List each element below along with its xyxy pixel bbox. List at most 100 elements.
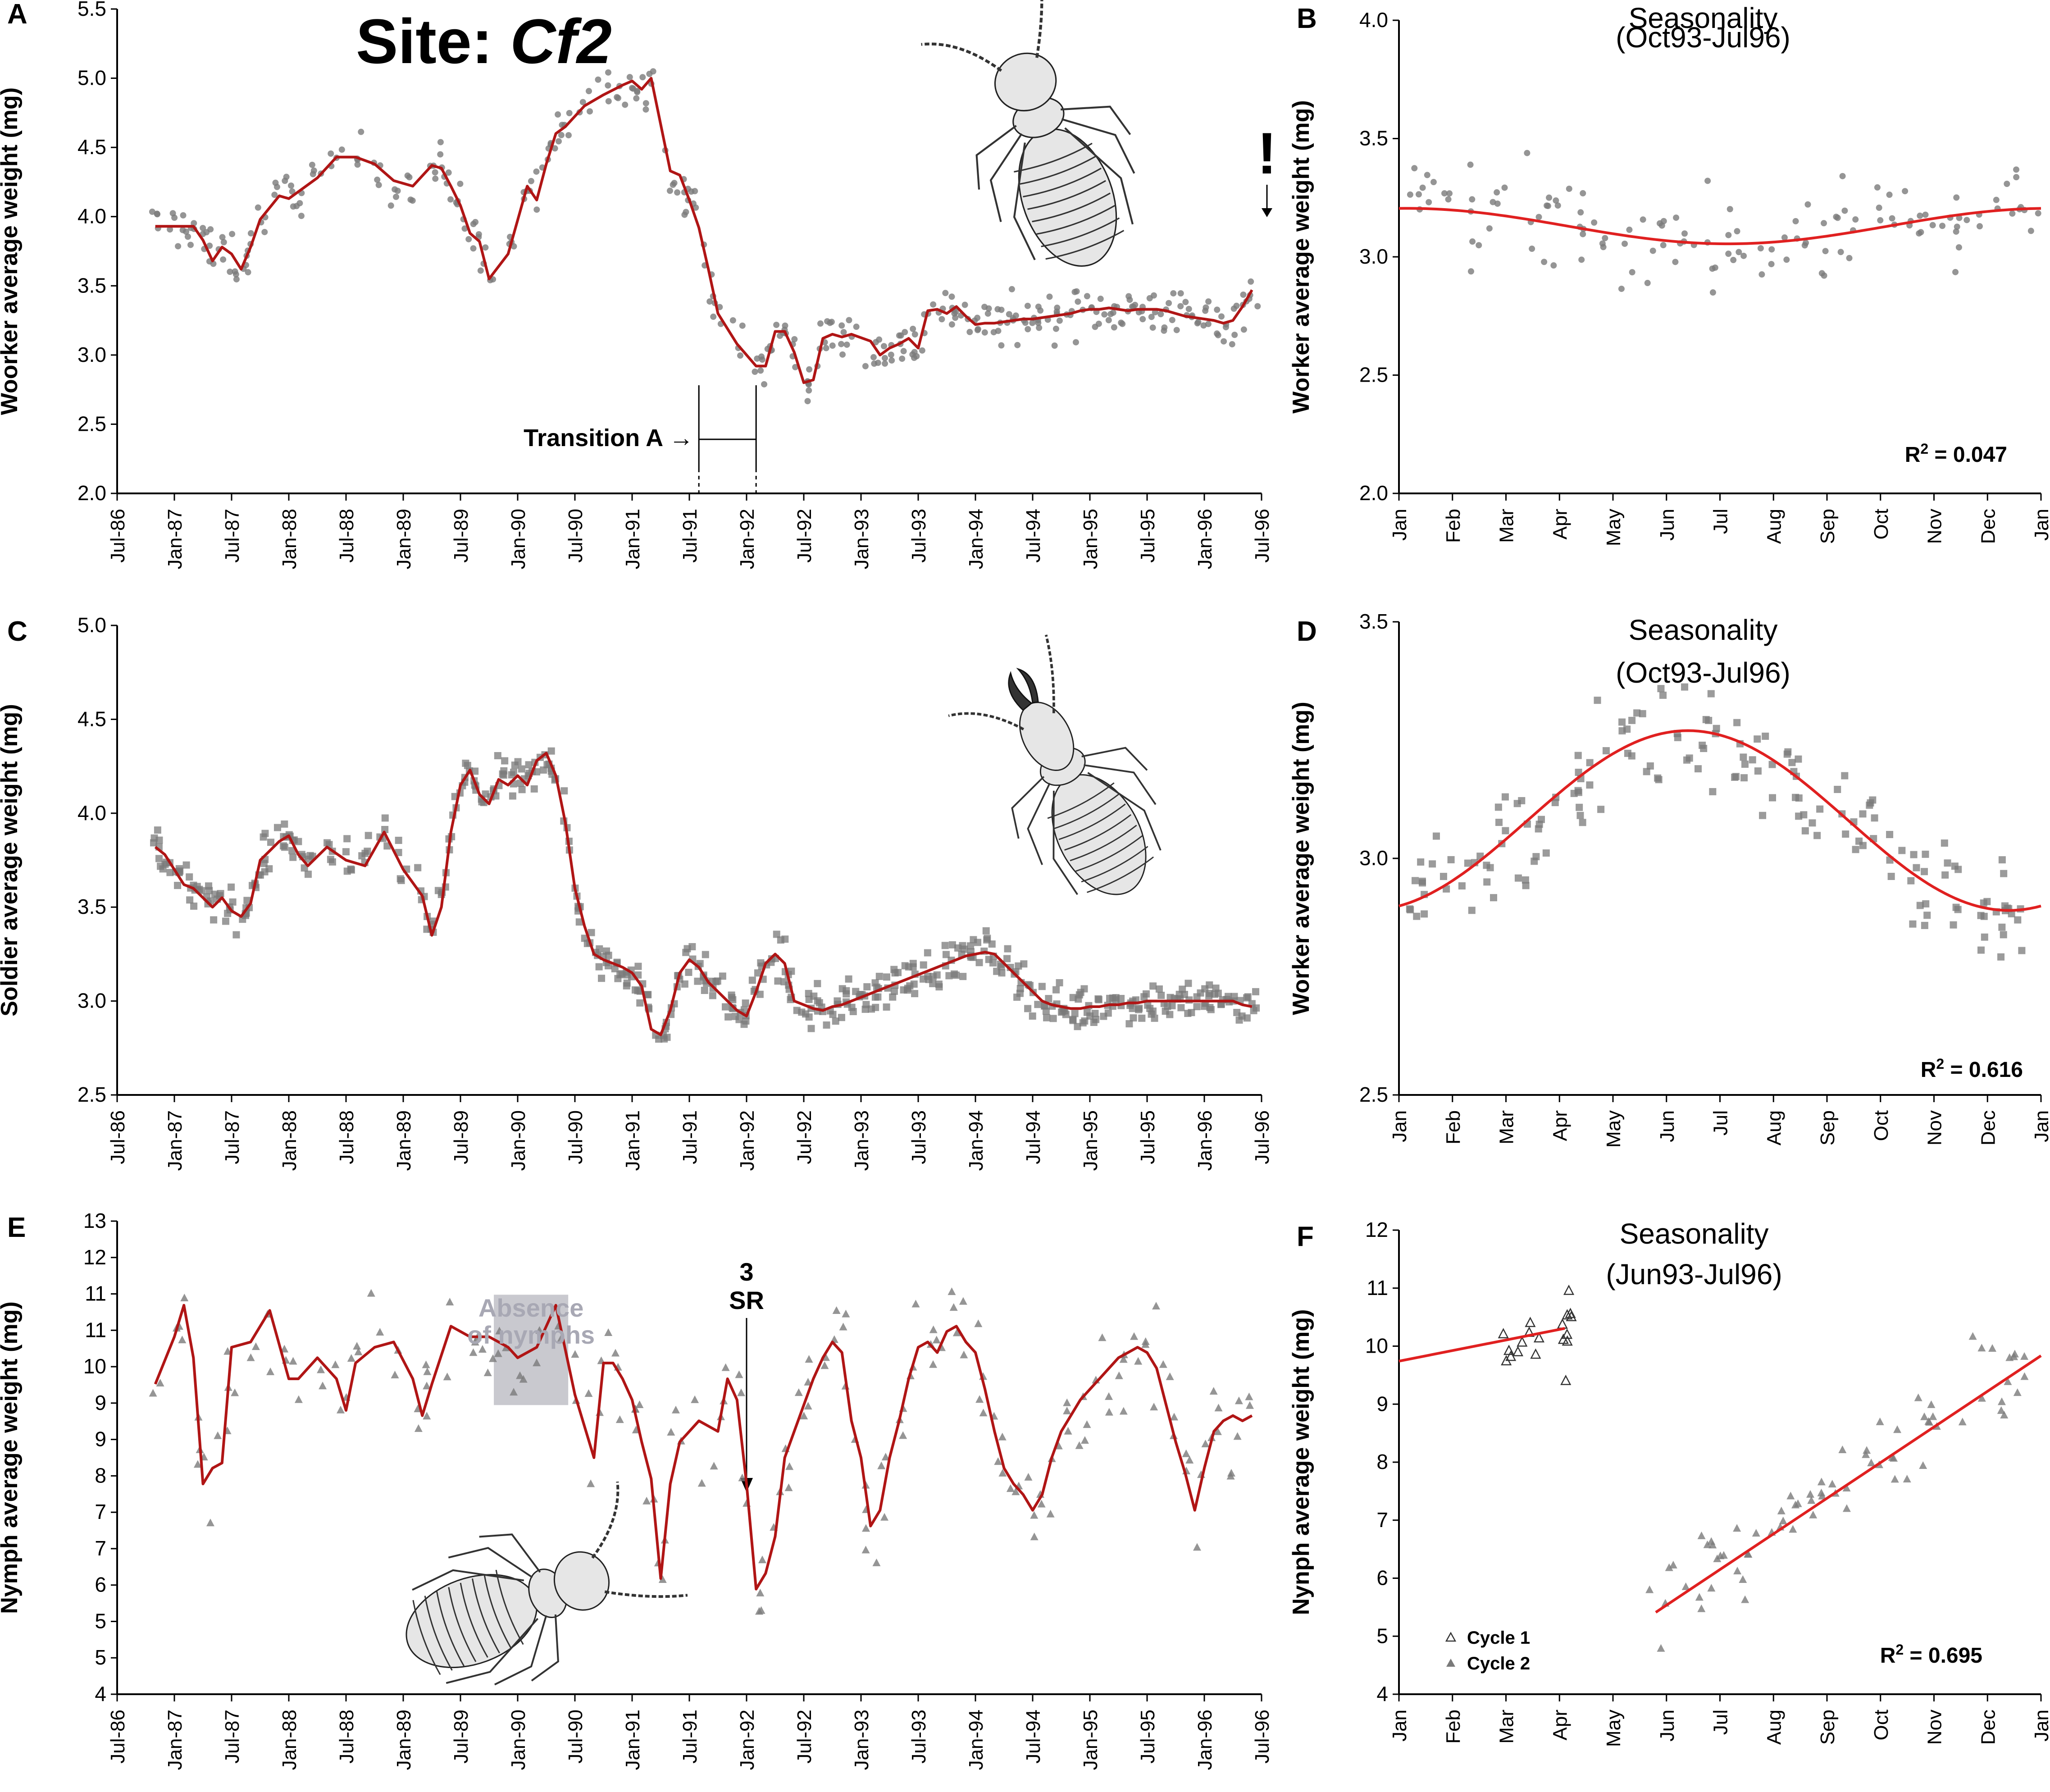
data-point bbox=[952, 1328, 961, 1336]
data-point bbox=[1800, 811, 1808, 819]
x-tick-label: May bbox=[1603, 509, 1625, 546]
data-point bbox=[1622, 240, 1628, 247]
data-point bbox=[1517, 1336, 1528, 1347]
x-tick-label: Jan-89 bbox=[393, 1710, 415, 1770]
mandible bbox=[1016, 668, 1039, 703]
data-point bbox=[2013, 166, 2020, 173]
data-point bbox=[710, 1462, 718, 1470]
data-point bbox=[1563, 1284, 1575, 1295]
x-tick-label: Jan-96 bbox=[1194, 1710, 1216, 1770]
data-point bbox=[1166, 300, 1172, 306]
data-point bbox=[319, 1382, 327, 1390]
data-point bbox=[1997, 1406, 2005, 1414]
data-point bbox=[1657, 685, 1665, 693]
abdomen-stripe bbox=[1064, 814, 1132, 851]
leg bbox=[1064, 127, 1134, 225]
data-point bbox=[228, 883, 235, 891]
data-point bbox=[1200, 322, 1207, 329]
data-point bbox=[246, 1353, 255, 1361]
data-point bbox=[2000, 870, 2008, 877]
data-point bbox=[832, 1306, 841, 1314]
data-point bbox=[1150, 292, 1157, 299]
data-point bbox=[533, 1359, 541, 1367]
data-point bbox=[154, 826, 161, 834]
data-point bbox=[817, 320, 824, 327]
data-point bbox=[1029, 319, 1036, 326]
data-point bbox=[1997, 1397, 2006, 1405]
data-point bbox=[447, 196, 454, 203]
data-point bbox=[639, 74, 646, 81]
data-point bbox=[785, 1462, 794, 1470]
x-tick-label: Jul-90 bbox=[565, 1110, 587, 1164]
data-point bbox=[217, 890, 224, 898]
data-point bbox=[1669, 1560, 1677, 1569]
data-point bbox=[1542, 849, 1550, 857]
r-squared-value: = 0.047 bbox=[1928, 443, 2007, 467]
panel-title: Seasonality bbox=[1629, 2, 1778, 34]
data-point bbox=[464, 761, 471, 769]
y-tick-label: 9 bbox=[1376, 1392, 1388, 1415]
x-tick-label: Jul-93 bbox=[908, 509, 930, 563]
y-tick-label: 5.0 bbox=[77, 613, 106, 637]
data-point bbox=[1034, 1001, 1042, 1008]
data-point bbox=[579, 99, 586, 105]
leg bbox=[1013, 142, 1036, 260]
data-point bbox=[219, 234, 226, 241]
data-point bbox=[470, 245, 477, 252]
data-point bbox=[1468, 907, 1476, 914]
data-point bbox=[1502, 827, 1509, 834]
data-point bbox=[1008, 286, 1015, 292]
x-tick-label: Oct bbox=[1870, 1710, 1892, 1740]
data-point bbox=[845, 975, 852, 983]
data-point bbox=[658, 1575, 667, 1583]
data-point bbox=[1786, 1491, 1795, 1500]
data-point bbox=[998, 306, 1005, 313]
data-point bbox=[1030, 1511, 1039, 1519]
antenna bbox=[948, 712, 1025, 730]
x-tick-label: Jul-96 bbox=[1251, 1110, 1273, 1164]
data-point bbox=[361, 849, 369, 857]
data-point bbox=[336, 1405, 345, 1414]
data-point bbox=[1494, 803, 1502, 811]
data-point bbox=[1036, 324, 1043, 331]
data-point bbox=[728, 994, 736, 1001]
y-tick-label: 5 bbox=[95, 1609, 106, 1632]
data-point bbox=[547, 747, 555, 755]
data-point bbox=[1155, 985, 1163, 993]
data-point bbox=[952, 315, 959, 321]
head bbox=[553, 1551, 610, 1611]
data-point bbox=[1424, 172, 1430, 178]
data-point bbox=[1138, 1014, 1146, 1022]
x-tick-label: Feb bbox=[1442, 509, 1464, 543]
data-point bbox=[1725, 251, 1732, 257]
x-tick-label: Jan bbox=[1389, 509, 1411, 541]
data-point bbox=[1871, 814, 1878, 822]
data-point bbox=[1421, 910, 1428, 918]
data-point bbox=[605, 952, 612, 959]
data-point bbox=[781, 935, 789, 943]
data-point bbox=[988, 940, 996, 948]
data-point bbox=[1501, 184, 1508, 191]
data-point bbox=[1859, 810, 1867, 818]
data-point bbox=[998, 1432, 1007, 1441]
data-point bbox=[1469, 238, 1476, 245]
data-point bbox=[1413, 912, 1421, 920]
x-tick-label: Jan-87 bbox=[164, 509, 186, 570]
data-point bbox=[1707, 1537, 1716, 1545]
data-point bbox=[1576, 812, 1584, 819]
data-point bbox=[1977, 1394, 1986, 1402]
data-point bbox=[1809, 819, 1816, 827]
data-point bbox=[1524, 150, 1531, 156]
data-point bbox=[729, 317, 736, 324]
data-point bbox=[1644, 280, 1651, 287]
antenna bbox=[921, 42, 1002, 72]
data-point bbox=[636, 999, 644, 1007]
data-point bbox=[1130, 1332, 1139, 1340]
data-point bbox=[222, 917, 229, 925]
data-point bbox=[757, 1606, 765, 1614]
data-point bbox=[229, 898, 237, 906]
data-point bbox=[1193, 1003, 1201, 1011]
data-point bbox=[1806, 1490, 1815, 1498]
data-point bbox=[872, 1003, 879, 1011]
data-point bbox=[722, 1003, 729, 1011]
